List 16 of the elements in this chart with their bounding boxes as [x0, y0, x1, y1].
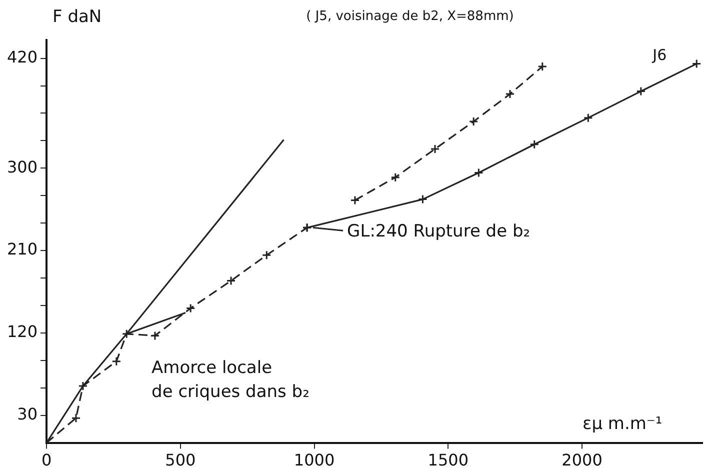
series-label: J6 [652, 46, 667, 64]
y-tick-label: 30 [17, 404, 38, 424]
y-axis-title: F daN [52, 7, 102, 27]
annotation: GL:240 Rupture de b₂ [347, 222, 530, 242]
y-tick-label: 210 [6, 240, 38, 259]
x-tick-label: 1500 [428, 450, 469, 470]
x-tick-label: 1000 [294, 450, 335, 470]
chart-title: ( J5, voisinage de b2, X=88mm) [306, 9, 514, 24]
x-tick-label: 0 [41, 450, 52, 470]
x-axis-title: εμ m.m⁻¹ [582, 414, 662, 434]
y-tick-label: 300 [6, 157, 38, 176]
y-tick-label: 120 [6, 322, 38, 342]
annotation: Amorce locale de criques dans b₂ [152, 358, 310, 402]
x-tick-label: 500 [165, 450, 196, 470]
y-tick-label: 420 [6, 47, 38, 66]
x-tick-label: 2000 [562, 450, 602, 470]
